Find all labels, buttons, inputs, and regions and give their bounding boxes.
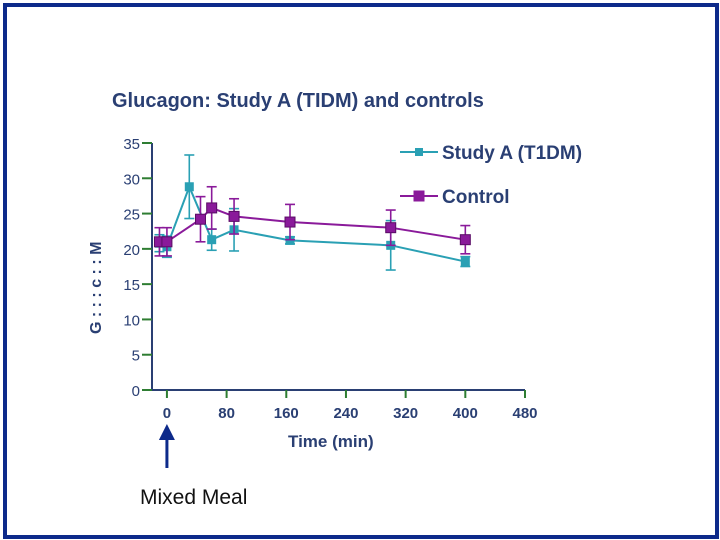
x-tick-label: 160 bbox=[274, 405, 299, 422]
data-point bbox=[459, 234, 471, 246]
data-point bbox=[194, 213, 206, 225]
legend-label: Study A (T1DM) bbox=[442, 143, 582, 164]
data-point bbox=[161, 236, 173, 248]
legend-marker bbox=[415, 148, 423, 156]
x-tick-label: 240 bbox=[333, 405, 358, 422]
series-line-1 bbox=[159, 206, 466, 243]
y-tick-label: 0 bbox=[132, 383, 140, 400]
x-tick-label: 320 bbox=[393, 405, 418, 422]
y-tick-label: 35 bbox=[123, 136, 140, 153]
x-tick-label: 480 bbox=[512, 405, 537, 422]
y-tick-label: 20 bbox=[123, 242, 140, 259]
y-tick-label: 15 bbox=[123, 277, 140, 294]
data-point bbox=[207, 235, 217, 245]
data-point bbox=[284, 216, 296, 228]
meal-arrow-head bbox=[158, 424, 175, 440]
legend-marker bbox=[413, 190, 425, 202]
data-point bbox=[385, 222, 397, 234]
y-axis-label: G : : : c : : M bbox=[88, 241, 105, 334]
meal-annotation: Mixed Meal bbox=[140, 486, 248, 509]
data-point bbox=[206, 202, 218, 214]
x-tick-label: 0 bbox=[163, 405, 171, 422]
x-tick-label: 80 bbox=[218, 405, 235, 422]
y-tick-label: 10 bbox=[123, 312, 140, 329]
y-tick-label: 25 bbox=[123, 207, 140, 224]
legend-label: Control bbox=[442, 187, 510, 208]
data-point bbox=[228, 210, 240, 222]
chart-title: Glucagon: Study A (TIDM) and controls bbox=[112, 90, 484, 112]
x-tick-label: 400 bbox=[453, 405, 478, 422]
data-point bbox=[460, 257, 470, 267]
y-tick-label: 5 bbox=[132, 348, 140, 365]
data-point bbox=[184, 182, 194, 192]
y-tick-label: 30 bbox=[123, 171, 140, 188]
x-axis-label: Time (min) bbox=[288, 432, 374, 451]
slide-frame bbox=[3, 3, 719, 539]
